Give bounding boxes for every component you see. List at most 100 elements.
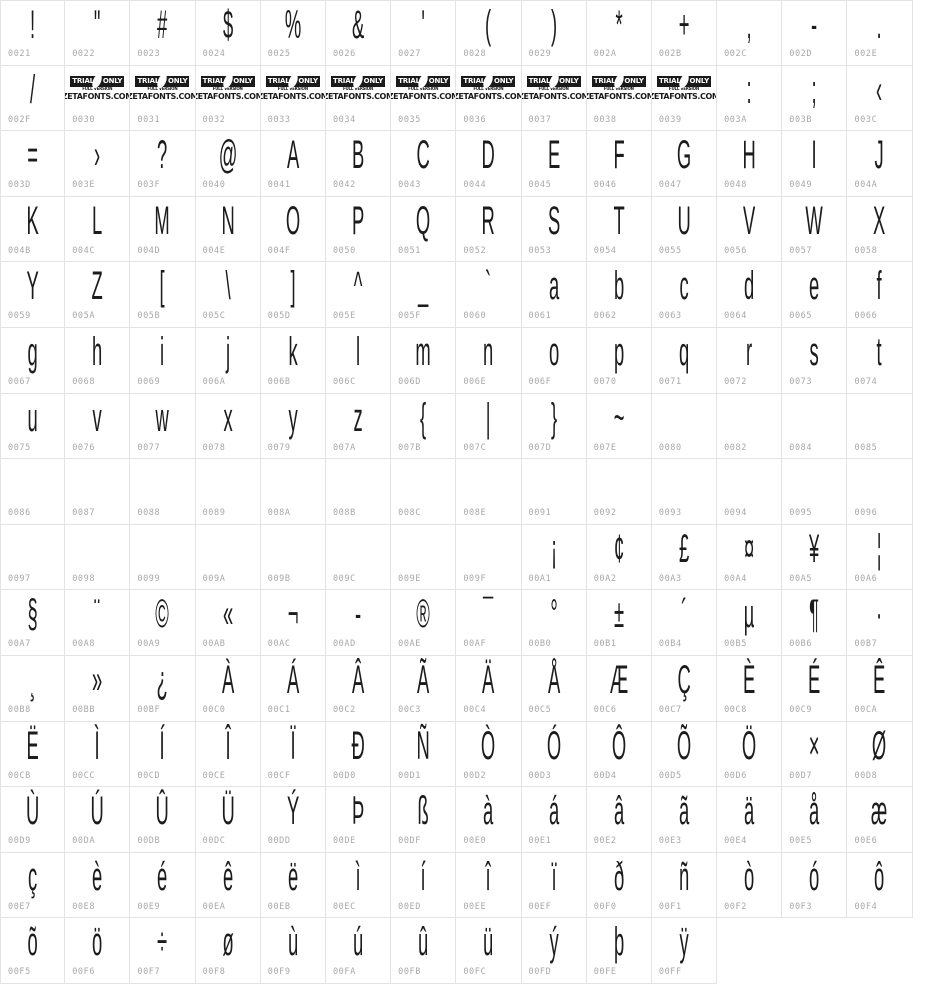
glyph-cell[interactable]: ø 00F8 — [195, 918, 261, 984]
glyph-cell[interactable]: TRIAL ONLY FULL VERSION ZETAFONTS.COM 0032 — [195, 65, 261, 132]
glyph-cell[interactable]: ü 00FC — [456, 918, 522, 984]
glyph-cell[interactable]: O 004F — [260, 196, 326, 263]
glyph-cell[interactable]: î 00EE — [456, 852, 522, 919]
glyph-cell[interactable]: ´ 00B4 — [651, 590, 718, 656]
glyph-cell[interactable]: Ö 00D6 — [717, 721, 783, 788]
glyph-cell[interactable]: Ú 00DA — [65, 787, 131, 853]
glyph-cell[interactable]: $0024 — [195, 0, 261, 66]
glyph-cell[interactable]: w 0077 — [130, 393, 196, 460]
glyph-cell[interactable]: 0080 — [651, 393, 718, 460]
glyph-cell[interactable]: á 00E1 — [521, 787, 587, 853]
glyph-cell[interactable]: S 0053 — [521, 196, 587, 263]
glyph-cell[interactable]: D 0044 — [456, 131, 522, 197]
glyph-cell[interactable]: õ 00F5 — [0, 918, 66, 984]
glyph-cell[interactable]: ç 00E7 — [0, 852, 66, 919]
glyph-cell[interactable]: @0040 — [195, 131, 261, 197]
glyph-cell[interactable]: É 00C9 — [782, 655, 848, 722]
glyph-cell[interactable]: Ü 00DC — [195, 787, 261, 853]
glyph-cell[interactable]: ® 00AE — [391, 590, 457, 656]
glyph-cell[interactable]: ß 00DF — [391, 787, 457, 853]
glyph-cell[interactable]: P 0050 — [325, 196, 392, 263]
glyph-cell[interactable]: ° 00B0 — [521, 590, 587, 656]
glyph-cell[interactable]: G 0047 — [651, 131, 718, 197]
glyph-cell[interactable]: ä 00E4 — [717, 787, 783, 853]
glyph-cell[interactable]: & 0026 — [325, 0, 392, 66]
glyph-cell[interactable]: ' 0027 — [391, 0, 457, 66]
glyph-cell[interactable]: Ë 00CB — [0, 721, 66, 788]
glyph-cell[interactable]: } 007D — [521, 393, 587, 460]
glyph-cell[interactable]: Ä 00C4 — [456, 655, 522, 722]
glyph-cell[interactable]: TRIAL ONLY FULL VERSION ZETAFONTS.COM 0035 — [391, 65, 457, 132]
glyph-cell[interactable]: ð 00F0 — [586, 852, 652, 919]
glyph-cell[interactable]: d 0064 — [717, 262, 783, 328]
glyph-cell[interactable]: y 0079 — [260, 393, 326, 460]
glyph-cell[interactable]: T 0054 — [586, 196, 652, 263]
glyph-cell[interactable]: a 0061 — [521, 262, 587, 328]
glyph-cell[interactable]: Ô 00D4 — [586, 721, 652, 788]
glyph-cell[interactable]: ¨ 00A8 — [65, 590, 131, 656]
glyph-cell[interactable]: © 00A9 — [130, 590, 196, 656]
glyph-cell[interactable]: R 0052 — [456, 196, 522, 263]
glyph-cell[interactable]: ô 00F4 — [847, 852, 913, 919]
glyph-cell[interactable]: * 002A — [586, 0, 652, 66]
glyph-cell[interactable]: ¯ 00AF — [456, 590, 522, 656]
glyph-cell[interactable]: B 0042 — [325, 131, 392, 197]
glyph-cell[interactable]: 0084 — [782, 393, 848, 460]
glyph-cell[interactable]: - 002D — [782, 0, 848, 66]
glyph-cell[interactable]: ã 00E3 — [651, 787, 718, 853]
glyph-cell[interactable]: ÿ 00FF — [651, 918, 718, 984]
glyph-cell[interactable]: 0086 — [0, 459, 66, 525]
glyph-cell[interactable]: 009F — [456, 524, 522, 591]
glyph-cell[interactable]: C 0043 — [391, 131, 457, 197]
glyph-cell[interactable]: x 0078 — [195, 393, 261, 460]
glyph-cell[interactable]: ¸ 00B8 — [0, 655, 66, 722]
glyph-cell[interactable]: Þ 00DE — [325, 787, 392, 853]
glyph-cell[interactable]: Ø 00D8 — [847, 721, 913, 788]
glyph-cell[interactable]: 0093 — [651, 459, 718, 525]
glyph-cell[interactable]: § 00A7 — [0, 590, 66, 656]
glyph-cell[interactable]: ¿ 00BF — [130, 655, 196, 722]
glyph-cell[interactable]: â 00E2 — [586, 787, 652, 853]
glyph-cell[interactable]: ú 00FA — [325, 918, 392, 984]
glyph-cell[interactable]: v 0076 — [65, 393, 131, 460]
glyph-cell[interactable]: / 002F — [0, 65, 66, 132]
glyph-cell[interactable]: q 0071 — [651, 327, 718, 394]
glyph-cell[interactable]: K 004B — [0, 196, 66, 263]
glyph-cell[interactable]: | 007C — [456, 393, 522, 460]
glyph-cell[interactable]: 0098 — [65, 524, 131, 591]
glyph-cell[interactable]: ^ 005E — [325, 262, 392, 328]
glyph-cell[interactable]: Ñ 00D1 — [391, 721, 457, 788]
glyph-cell[interactable]: e 0065 — [782, 262, 848, 328]
glyph-cell[interactable]: ¬ 00AC — [260, 590, 326, 656]
glyph-cell[interactable]: « 00AB — [195, 590, 261, 656]
glyph-cell[interactable]: TRIAL ONLY FULL VERSION ZETAFONTS.COM 0037 — [521, 65, 587, 132]
glyph-cell[interactable]: 0085 — [847, 393, 913, 460]
glyph-cell[interactable]: ÷ 00F7 — [130, 918, 196, 984]
glyph-cell[interactable]: i 0069 — [130, 327, 196, 394]
glyph-cell[interactable]: ê 00EA — [195, 852, 261, 919]
glyph-cell[interactable]: p 0070 — [586, 327, 652, 394]
glyph-cell[interactable]: Ì 00CC — [65, 721, 131, 788]
glyph-cell[interactable]: 0097 — [0, 524, 66, 591]
glyph-cell[interactable]: Z 005A — [65, 262, 131, 328]
glyph-cell[interactable]: l 006C — [325, 327, 392, 394]
glyph-cell[interactable]: j 006A — [195, 327, 261, 394]
glyph-cell[interactable]: I 0049 — [782, 131, 848, 197]
glyph-cell[interactable]: 0088 — [130, 459, 196, 525]
glyph-cell[interactable]: #0023 — [130, 0, 196, 66]
glyph-cell[interactable]: Q 0051 — [391, 196, 457, 263]
glyph-cell[interactable]: ¢ 00A2 — [586, 524, 652, 591]
glyph-cell[interactable]: 009E — [391, 524, 457, 591]
glyph-cell[interactable]: - 00AD — [325, 590, 392, 656]
glyph-cell[interactable]: ` 0060 — [456, 262, 522, 328]
glyph-cell[interactable]: 0087 — [65, 459, 131, 525]
glyph-cell[interactable]: ] 005D — [260, 262, 326, 328]
glyph-cell[interactable]: » 00BB — [65, 655, 131, 722]
glyph-cell[interactable]: TRIAL ONLY FULL VERSION ZETAFONTS.COM 0031 — [130, 65, 196, 132]
glyph-cell[interactable]: H 0048 — [717, 131, 783, 197]
glyph-cell[interactable]: _ 005F — [391, 262, 457, 328]
glyph-cell[interactable]: TRIAL ONLY FULL VERSION ZETAFONTS.COM 0034 — [325, 65, 392, 132]
glyph-cell[interactable]: TRIAL ONLY FULL VERSION ZETAFONTS.COM 0033 — [260, 65, 326, 132]
glyph-cell[interactable]: +002B — [651, 0, 718, 66]
glyph-cell[interactable]: 0096 — [847, 459, 913, 525]
